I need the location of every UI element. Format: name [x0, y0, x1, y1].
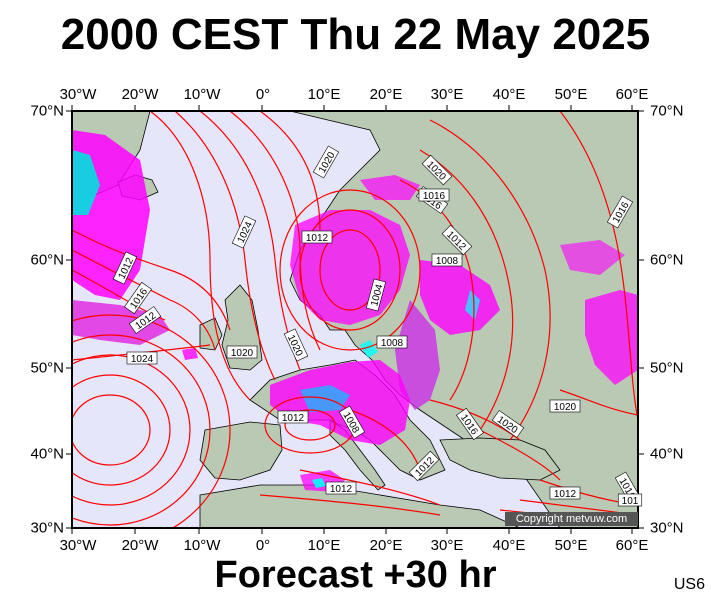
- lon-label-top: 20°E: [369, 86, 403, 103]
- lon-label-bottom: 30°E: [430, 537, 464, 554]
- svg-text:1012: 1012: [330, 484, 353, 495]
- lon-label-top: 20°W: [121, 86, 159, 103]
- isobar-label: 1008: [431, 253, 463, 267]
- lon-label-top: 10°E: [307, 86, 341, 103]
- lon-label-bottom: 50°E: [554, 537, 588, 554]
- lon-label-bottom: 40°E: [492, 537, 526, 554]
- svg-text:1012: 1012: [282, 413, 305, 424]
- svg-text:1012: 1012: [306, 233, 329, 244]
- isobar-label: 1012: [301, 230, 333, 244]
- lon-label-bottom: 20°W: [121, 537, 159, 554]
- isobar-label: 1012: [277, 410, 309, 424]
- svg-text:1020: 1020: [554, 402, 577, 413]
- isobar-label: 1012: [549, 486, 581, 500]
- lat-label-right: 60°N: [650, 251, 684, 269]
- isobar-label: 101: [617, 493, 643, 507]
- lon-label-bottom: 60°E: [615, 537, 649, 554]
- svg-text:101: 101: [622, 496, 639, 507]
- lat-label-right: 70°N: [650, 102, 684, 120]
- precipitation-areas: [72, 130, 638, 492]
- svg-text:1020: 1020: [231, 348, 254, 359]
- svg-text:1008: 1008: [381, 338, 404, 349]
- lat-label-left: 30°N: [30, 519, 64, 537]
- copyright-label: Copyright metvuw.com: [505, 512, 638, 526]
- isobar-label: 1016: [418, 188, 450, 202]
- svg-text:1008: 1008: [436, 256, 459, 267]
- svg-text:1024: 1024: [131, 354, 154, 365]
- lat-label-right: 50°N: [650, 359, 684, 377]
- isobar-label: 1008: [376, 335, 408, 349]
- map-frame: [71, 110, 639, 529]
- lon-label-top: 50°E: [554, 86, 588, 103]
- isobar-label: 1020: [549, 399, 581, 413]
- forecast-label: Forecast +30 hr: [214, 554, 497, 596]
- lon-label-top: 30°W: [59, 86, 97, 103]
- lon-label-bottom: 10°E: [307, 537, 341, 554]
- lon-label-top: 30°E: [430, 86, 464, 103]
- lon-label-top: 10°W: [183, 86, 221, 103]
- svg-text:1016: 1016: [423, 191, 446, 202]
- frame-ticks: [66, 105, 644, 534]
- lat-label-left: 40°N: [30, 445, 64, 463]
- lat-label-left: 70°N: [30, 102, 64, 120]
- lat-label-right: 30°N: [650, 519, 684, 537]
- lon-label-top: 40°E: [492, 86, 526, 103]
- isobar-label: 1020: [226, 345, 258, 359]
- svg-text:1012: 1012: [554, 489, 577, 500]
- isobar-label: 1024: [126, 351, 158, 365]
- lat-label-left: 60°N: [30, 251, 64, 269]
- lon-label-top: 0°: [255, 86, 271, 103]
- lon-label-bottom: 30°W: [59, 537, 97, 554]
- lat-label-right: 40°N: [650, 445, 684, 463]
- lon-label-bottom: 0°: [255, 537, 271, 554]
- lon-label-bottom: 10°W: [183, 537, 221, 554]
- model-code: US6: [673, 576, 705, 593]
- lon-label-top: 60°E: [615, 86, 649, 103]
- map-title: 2000 CEST Thu 22 May 2025: [60, 10, 651, 59]
- isobar-label: 1012: [325, 481, 357, 495]
- lon-label-bottom: 20°E: [369, 537, 403, 554]
- lat-label-left: 50°N: [30, 359, 64, 377]
